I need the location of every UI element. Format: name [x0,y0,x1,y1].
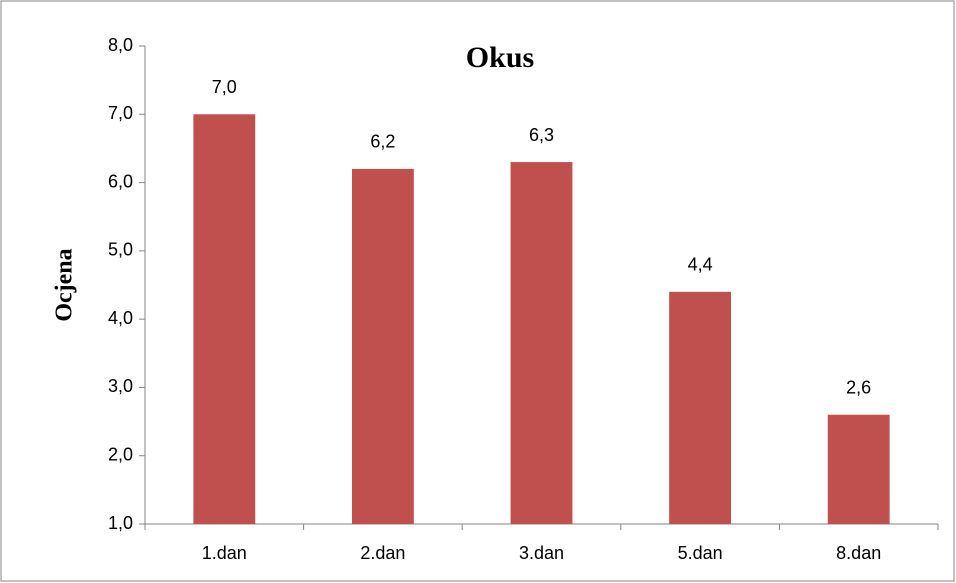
y-axis-label: Ocjena [52,248,78,321]
data-label: 7,0 [212,77,237,97]
y-tick-label: 6,0 [108,171,133,191]
y-tick-label: 7,0 [108,103,133,123]
x-tick-label: 8.dan [836,543,881,563]
x-tick-label: 2.dan [360,543,405,563]
y-tick-label: 3,0 [108,376,133,396]
y-tick-label: 1,0 [108,513,133,533]
chart-title: Okus [466,41,534,74]
data-label: 4,4 [688,255,713,275]
bar [351,168,414,524]
bar [193,114,256,525]
x-tick-label: 3.dan [519,543,564,563]
y-tick-label: 8,0 [108,35,133,55]
y-tick-label: 5,0 [108,240,133,260]
bar [669,291,732,524]
y-tick-label: 2,0 [108,444,133,464]
bar [510,162,573,525]
x-tick-label: 5.dan [678,543,723,563]
data-label: 2,6 [846,377,871,397]
bar [827,414,890,524]
y-tick-label: 4,0 [108,308,133,328]
data-label: 6,3 [529,125,554,145]
x-tick-label: 1.dan [202,543,247,563]
data-label: 6,2 [370,132,395,152]
